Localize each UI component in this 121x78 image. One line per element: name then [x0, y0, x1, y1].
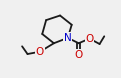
- Text: O: O: [75, 50, 83, 60]
- Text: O: O: [85, 34, 94, 44]
- Text: O: O: [36, 47, 44, 57]
- Text: N: N: [64, 33, 72, 43]
